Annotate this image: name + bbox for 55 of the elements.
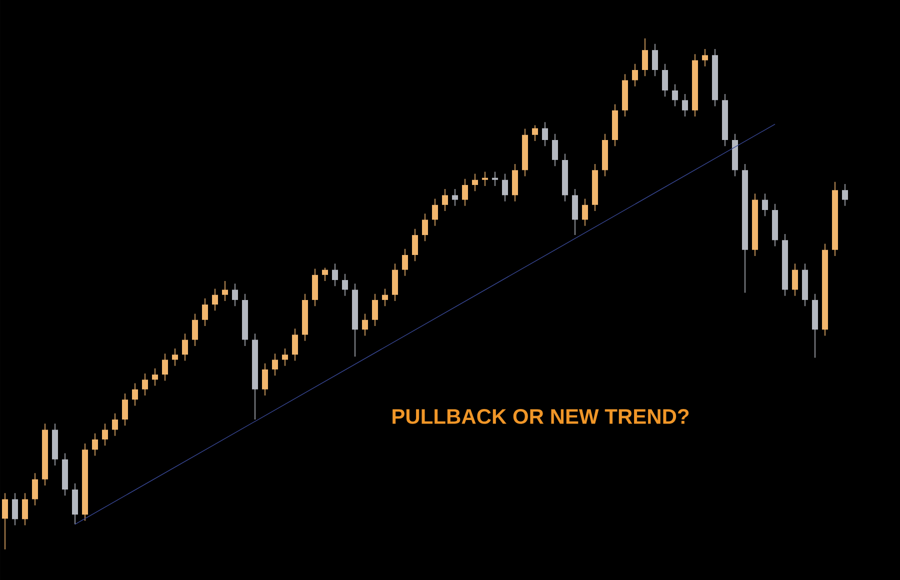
- candlestick: [412, 228, 418, 262]
- candlestick: [672, 84, 678, 107]
- candlestick: [472, 173, 478, 192]
- candlestick: [232, 283, 238, 306]
- candlestick: [202, 298, 208, 326]
- candlestick: [32, 472, 38, 506]
- candlestick: [382, 288, 388, 306]
- candlestick: [182, 333, 188, 362]
- candlestick: [372, 293, 378, 326]
- candlestick: [2, 492, 8, 550]
- candlestick: [582, 198, 588, 226]
- candlestick: [152, 368, 158, 386]
- candlestick: [682, 94, 688, 117]
- candlestick: [322, 267, 328, 282]
- candlestick: [402, 248, 408, 276]
- candlestick: [432, 198, 438, 226]
- candlestick: [12, 492, 18, 526]
- candlestick: [642, 38, 648, 77]
- candlestick: [162, 353, 168, 382]
- candlestick: [172, 348, 178, 366]
- candlestick: [212, 288, 218, 312]
- candlestick: [632, 63, 638, 87]
- candlestick: [792, 263, 798, 296]
- candlestick: [542, 122, 548, 147]
- candlestick: [112, 412, 118, 436]
- candlestick: [92, 432, 98, 456]
- candlestick: [552, 133, 558, 166]
- candlestick: [262, 362, 268, 396]
- candlestick: [652, 44, 658, 77]
- candlestick: [132, 382, 138, 406]
- annotation: PULLBACK OR NEW TREND?: [392, 409, 689, 424]
- candlestick: [282, 348, 288, 366]
- candlestick: [502, 173, 508, 202]
- candlestick: [362, 313, 368, 336]
- candlestick: [492, 171, 498, 186]
- candlestick: [662, 63, 668, 97]
- candlestick: [292, 328, 298, 362]
- candlestick: [22, 492, 28, 526]
- candlestick: [332, 263, 338, 287]
- candlestick: [842, 184, 848, 206]
- candlestick: [482, 171, 488, 186]
- candlestick: [192, 313, 198, 346]
- candlestick: [462, 178, 468, 206]
- candlestick: [422, 213, 428, 242]
- candlestick: [122, 393, 128, 426]
- candlestick: [442, 188, 448, 212]
- candlestick: [452, 188, 458, 206]
- candlestick: [222, 280, 228, 302]
- candlestick: [272, 353, 278, 376]
- candlestick: [102, 423, 108, 446]
- candlestick: [762, 193, 768, 217]
- candlestick: [342, 273, 348, 296]
- candlestick: [142, 373, 148, 396]
- candlestick: [532, 124, 538, 142]
- candlestick: [702, 48, 708, 67]
